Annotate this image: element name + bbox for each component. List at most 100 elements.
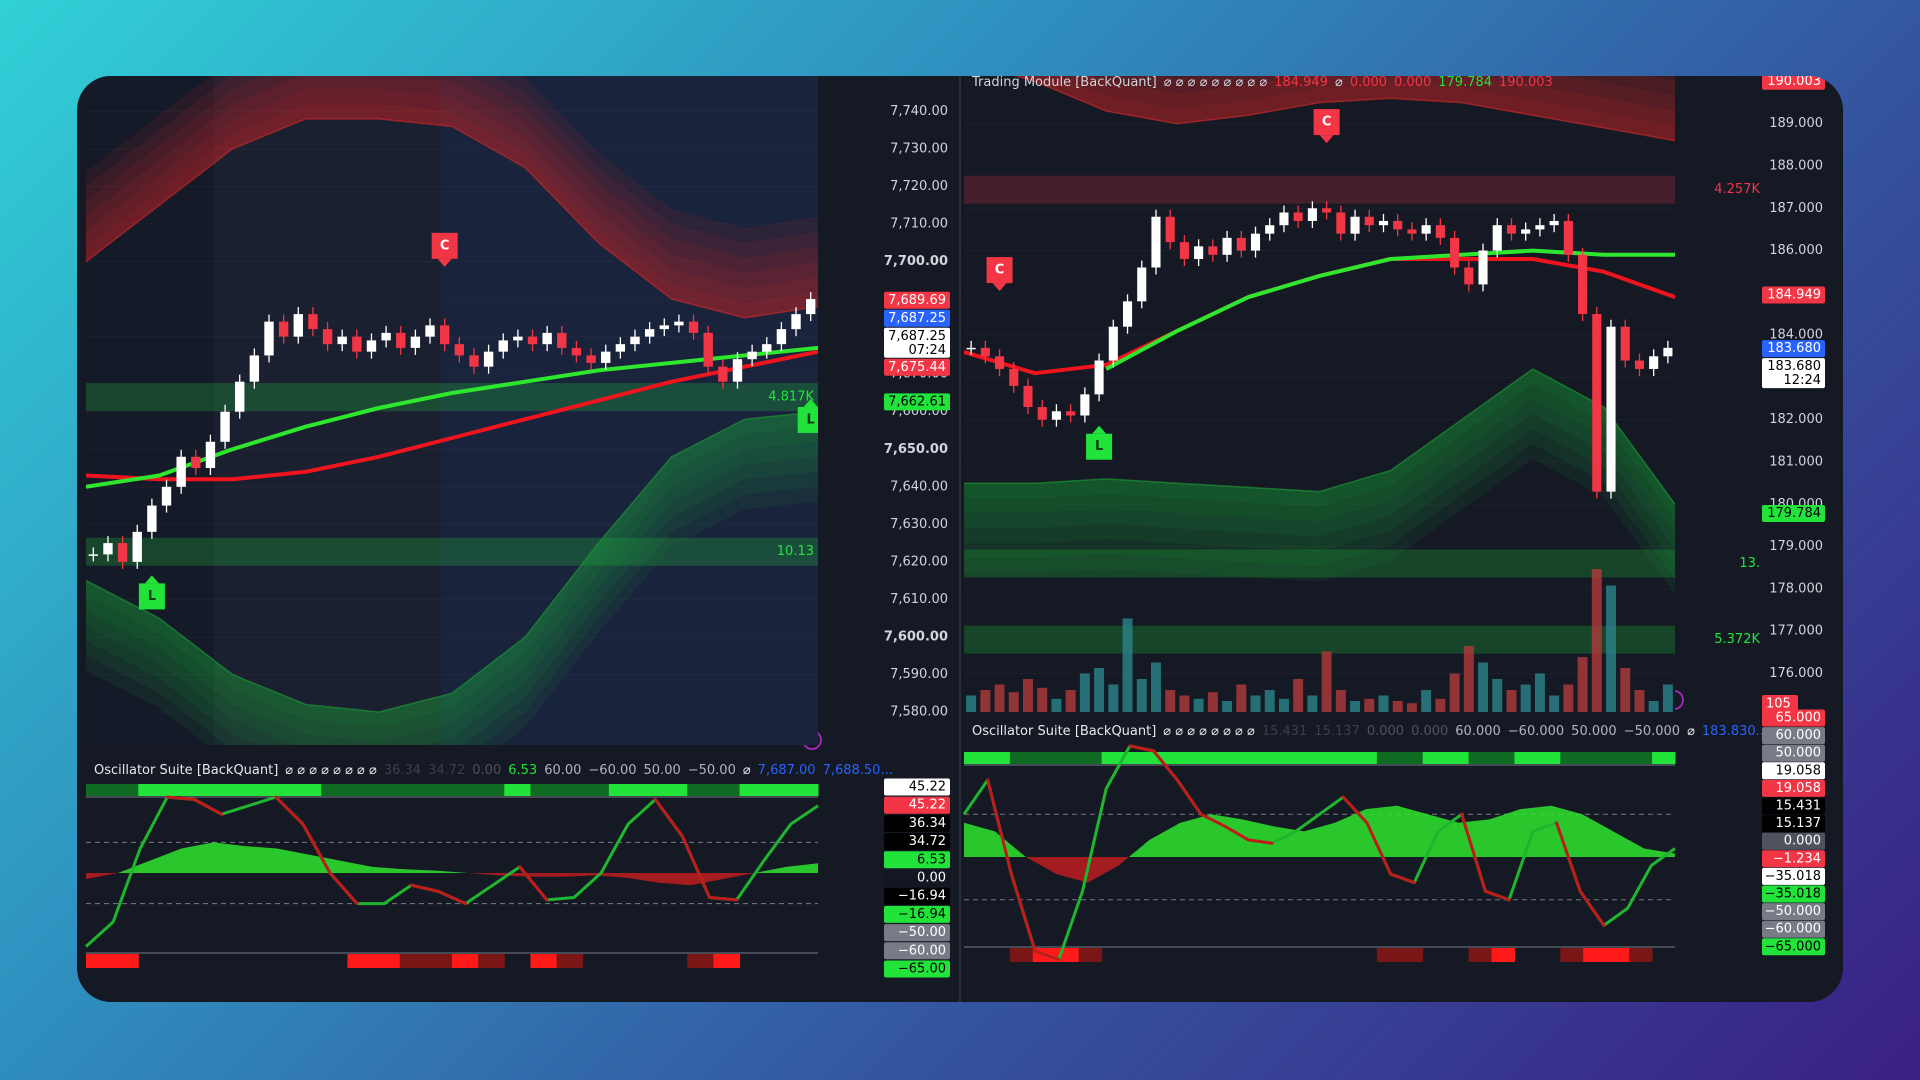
candle-body: [1592, 314, 1602, 492]
candle-body: [805, 299, 816, 315]
header-item: 7,688.50...: [823, 763, 893, 778]
trend-strip-low: [1376, 948, 1401, 962]
osc-axis-label-bg: [884, 960, 950, 978]
band-cloud: [964, 369, 1675, 535]
trend-strip: [1376, 752, 1401, 764]
price-tick-label: 177.000: [1769, 624, 1823, 639]
band-cloud: [86, 411, 818, 742]
candle-body: [381, 332, 391, 341]
osc-axis-label-bg: [884, 924, 950, 942]
header: Oscillator Suite [BackQuant] ⌀ ⌀ ⌀ ⌀ ⌀ ⌀ …: [94, 763, 893, 778]
candle-body: [1378, 220, 1389, 226]
candle-body: [1364, 216, 1374, 226]
osc-axis-label-bg: [1762, 867, 1825, 885]
price-label: 7,689.69: [888, 293, 946, 308]
candle-body: [88, 554, 99, 556]
volume-label-bg: [1762, 695, 1798, 712]
osc-axis-label-bg: [884, 851, 950, 869]
price-label: 183.680: [1767, 341, 1821, 356]
price-label: 7,662.61: [888, 394, 946, 409]
trend-strip: [791, 784, 819, 796]
candle-body: [1194, 246, 1204, 260]
price-label-bg: [1762, 358, 1825, 389]
trend-strip: [608, 784, 636, 796]
candle-body: [659, 325, 669, 330]
candle-body: [1094, 360, 1104, 395]
volume-bar: [1392, 701, 1403, 712]
trend-strip: [1491, 752, 1515, 764]
osc-axis-label: −60.000: [1765, 922, 1821, 937]
header-item: 183.830...: [1702, 724, 1768, 739]
price-tick-label: 179.000: [1769, 539, 1823, 554]
osc-fast-down: [518, 865, 549, 902]
header-item: ⌀: [743, 763, 751, 778]
trend-strip: [138, 784, 165, 796]
osc-axis-label: −16.94: [898, 889, 946, 904]
price-pane: C C L: [964, 76, 1675, 712]
trend-strip: [1353, 752, 1378, 764]
header-item: ⌀ ⌀ ⌀ ⌀ ⌀ ⌀ ⌀ ⌀: [285, 763, 377, 778]
trend-strip: [1560, 752, 1584, 764]
band-cloud: [964, 369, 1675, 565]
volume-bar: [1250, 695, 1261, 712]
trend-strip: [687, 784, 714, 796]
candle-body: [1393, 220, 1403, 230]
candle-body: [161, 486, 172, 506]
price-pane: C L L: [86, 76, 818, 745]
price-label-bg: [884, 393, 950, 411]
candle-body: [732, 359, 743, 382]
osc-fast-down: [1578, 889, 1606, 927]
trend-strip: [1606, 752, 1630, 764]
volume-bar: [1179, 695, 1190, 712]
trend-strip-low: [452, 954, 479, 968]
candle-body: [278, 321, 289, 337]
trend-strip: [1170, 752, 1194, 764]
candle-body: [1506, 225, 1517, 234]
candle-body: [1435, 225, 1445, 238]
trend-strip: [216, 784, 244, 796]
band-cloud: [86, 411, 818, 745]
price-label: 183.680: [1767, 359, 1821, 374]
band-cloud: [86, 76, 818, 318]
band-cloud: [964, 76, 1675, 141]
band-cloud: [964, 369, 1675, 595]
candle-body: [1307, 208, 1317, 221]
volume-bar: [1079, 673, 1090, 712]
price-label-bg: [884, 327, 950, 358]
trend-strip: [1330, 752, 1355, 764]
trend-strip: [1629, 752, 1653, 764]
volume-bar: [1506, 690, 1517, 712]
trend-strip: [452, 784, 479, 796]
trend-strip-low: [1009, 948, 1034, 962]
osc-area-positive: [964, 805, 1675, 857]
candle-body: [776, 329, 787, 345]
volume-bar: [1236, 684, 1247, 712]
osc-fast-down: [1483, 889, 1511, 902]
osc-fast-down: [301, 822, 332, 875]
trend-strip: [986, 752, 1011, 764]
trend-strip: [164, 784, 192, 796]
price-tick-label: 7,650.00: [884, 442, 948, 457]
osc-axis-label-bg: [1762, 797, 1825, 815]
candle-body: [308, 314, 318, 330]
volume-bar: [994, 684, 1005, 712]
candle-body: [718, 366, 728, 382]
candle-body: [674, 321, 684, 326]
candle-body: [293, 314, 303, 337]
trend-strip-low: [1078, 948, 1103, 962]
trend-strip: [1032, 752, 1057, 764]
osc-fast-down: [1223, 824, 1250, 842]
osc-fast-down: [653, 798, 684, 838]
osc-axis-label: 65.000: [1776, 711, 1822, 726]
level-annotation: 13.: [1739, 556, 1760, 571]
volume-bar: [1335, 690, 1346, 712]
volume-bar: [1094, 668, 1105, 712]
candle-body: [527, 336, 538, 345]
price-label-bg: [1762, 286, 1825, 304]
price-tick-label: 7,600.00: [884, 629, 948, 644]
candle-body: [1549, 220, 1559, 226]
candle-body: [1464, 267, 1474, 285]
candle-body: [994, 356, 1005, 369]
